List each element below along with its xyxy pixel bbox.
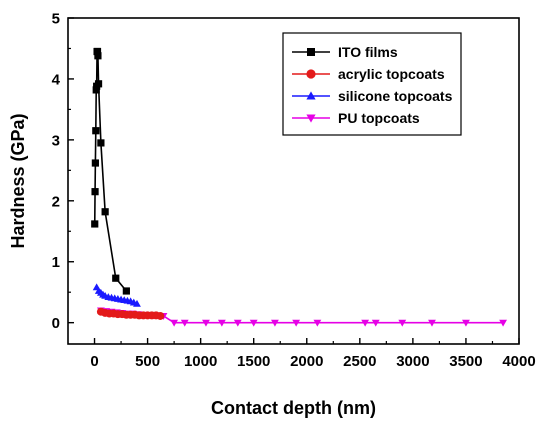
legend: ITO films acrylic topcoats silicone topcoa… (282, 32, 462, 136)
data-point (170, 319, 179, 327)
data-point (202, 319, 210, 327)
y-tick-label: 2 (52, 193, 60, 210)
data-point (271, 319, 279, 327)
data-point (361, 319, 370, 327)
data-point (112, 274, 120, 282)
y-tick-label: 1 (52, 254, 60, 271)
data-point (217, 319, 226, 327)
legend-marker (306, 114, 316, 123)
x-tick-label: 0 (90, 353, 98, 370)
y-tick-label: 0 (52, 315, 60, 332)
data-point (133, 299, 141, 307)
data-point (91, 188, 99, 196)
legend-marker (306, 69, 316, 79)
legend-label: acrylic topcoats (338, 66, 445, 82)
legend-label: PU topcoats (338, 110, 420, 126)
legend-item: ITO films (292, 44, 398, 60)
legend-marker (306, 91, 316, 100)
data-point (371, 319, 380, 327)
data-point (180, 319, 189, 327)
series-acrylic-topcoats (96, 307, 165, 320)
data-point (92, 86, 100, 94)
data-point (94, 52, 102, 60)
data-point (233, 319, 242, 327)
y-tick-label: 4 (52, 71, 61, 88)
data-point (91, 220, 99, 228)
legend-item: PU topcoats (292, 110, 420, 126)
y-axis-title: Hardness (GPa) (8, 113, 28, 248)
data-point (101, 208, 109, 216)
legend-item: silicone topcoats (292, 88, 453, 104)
x-tick-label: 3000 (396, 353, 429, 370)
legend-item: acrylic topcoats (292, 66, 445, 82)
data-point (91, 159, 99, 167)
data-point (428, 319, 436, 327)
x-tick-label: 1000 (184, 353, 217, 370)
legend-marker (307, 48, 315, 56)
y-tick-label: 5 (52, 11, 60, 28)
axis-ticks: 0 500 1000 1500 2000 2500 3000 3500 4000 0 1 2 3 4 5 (52, 11, 536, 371)
plot-frame (67, 17, 520, 345)
data-point (249, 319, 258, 327)
data-point (156, 311, 165, 320)
data-point (398, 319, 407, 327)
data-point (499, 319, 507, 327)
x-axis-title: Contact depth (nm) (211, 398, 376, 418)
data-point (94, 80, 103, 88)
y-tick-label: 3 (52, 132, 60, 149)
data-point (313, 319, 322, 327)
chart-marks (91, 47, 507, 327)
x-tick-label: 500 (135, 353, 160, 370)
x-tick-label: 4000 (502, 353, 535, 370)
x-tick-label: 3500 (449, 353, 482, 370)
x-tick-label: 2500 (343, 353, 376, 370)
data-point (122, 287, 130, 295)
data-point (292, 319, 301, 327)
data-point (97, 139, 105, 147)
series-ito-films (91, 47, 130, 295)
data-point (93, 47, 102, 56)
legend-label: silicone topcoats (338, 88, 453, 104)
legend-label: ITO films (338, 44, 398, 60)
data-point (92, 127, 100, 135)
data-point (462, 319, 470, 327)
x-tick-label: 1500 (237, 353, 270, 370)
series-silicone-topcoats (92, 283, 141, 307)
x-tick-label: 2000 (290, 353, 323, 370)
